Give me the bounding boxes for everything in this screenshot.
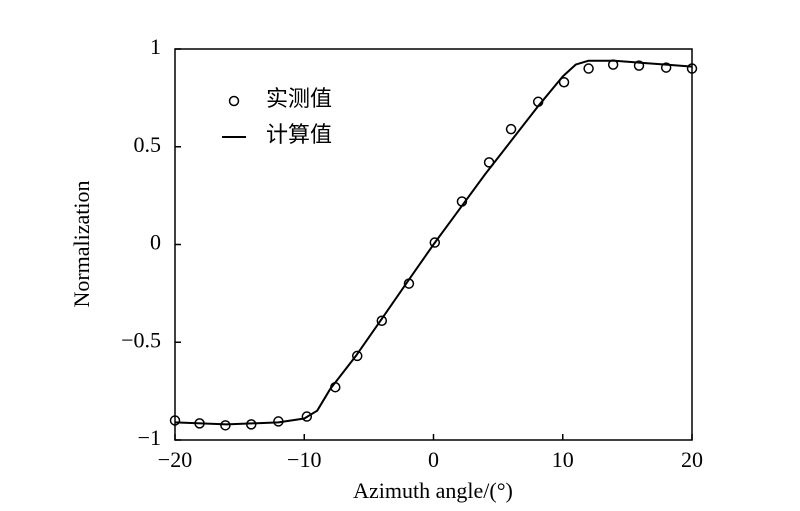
y-tick-label: −1 [138, 425, 161, 450]
x-axis-label: Azimuth angle/(°) [353, 478, 513, 503]
data-point [169, 415, 181, 426]
legend-label: 实测值 [266, 86, 332, 111]
x-tick-label: 10 [552, 447, 574, 472]
y-tick-label: 0 [150, 230, 161, 255]
data-point [583, 63, 594, 74]
y-tick-label: 1 [150, 34, 161, 59]
x-tick-label: −20 [158, 447, 192, 472]
x-tick-label: 0 [428, 447, 439, 472]
legend-label: 计算值 [266, 122, 332, 147]
data-point [351, 350, 363, 362]
legend-marker [228, 95, 240, 107]
data-point [376, 315, 388, 326]
data-point [686, 63, 698, 74]
data-point [660, 62, 672, 73]
x-tick-label: −10 [287, 447, 321, 472]
data-point [429, 237, 441, 248]
x-tick-label: 20 [681, 447, 703, 472]
data-line [174, 59, 693, 426]
data-point [301, 411, 313, 422]
y-tick-label: 0.5 [134, 132, 162, 157]
data-point [633, 60, 645, 71]
y-axis-label: Normalization [69, 180, 94, 307]
data-point [558, 76, 570, 88]
data-point [220, 420, 231, 431]
data-point [505, 123, 517, 135]
y-tick-label: −0.5 [121, 327, 161, 352]
